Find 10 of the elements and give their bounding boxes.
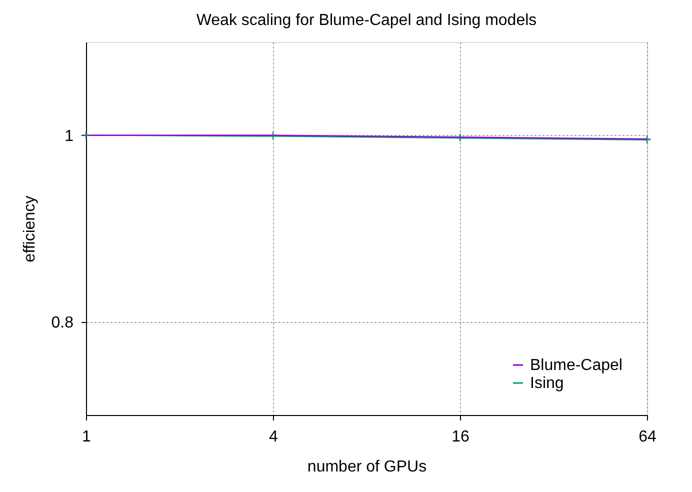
y-tick-label: 0.8 (51, 314, 74, 332)
chart-title: Weak scaling for Blume-Capel and Ising models (196, 12, 537, 29)
legend-label: Blume-Capel (530, 357, 622, 374)
x-tick-label: 64 (638, 428, 656, 446)
legend-label: Ising (530, 375, 564, 392)
x-tick-label: 4 (269, 428, 278, 446)
x-axis-title: number of GPUs (307, 458, 427, 476)
x-tick-label: 1 (82, 428, 92, 446)
x-tick-label: 16 (452, 428, 470, 446)
y-axis-title: efficiency (21, 196, 38, 262)
